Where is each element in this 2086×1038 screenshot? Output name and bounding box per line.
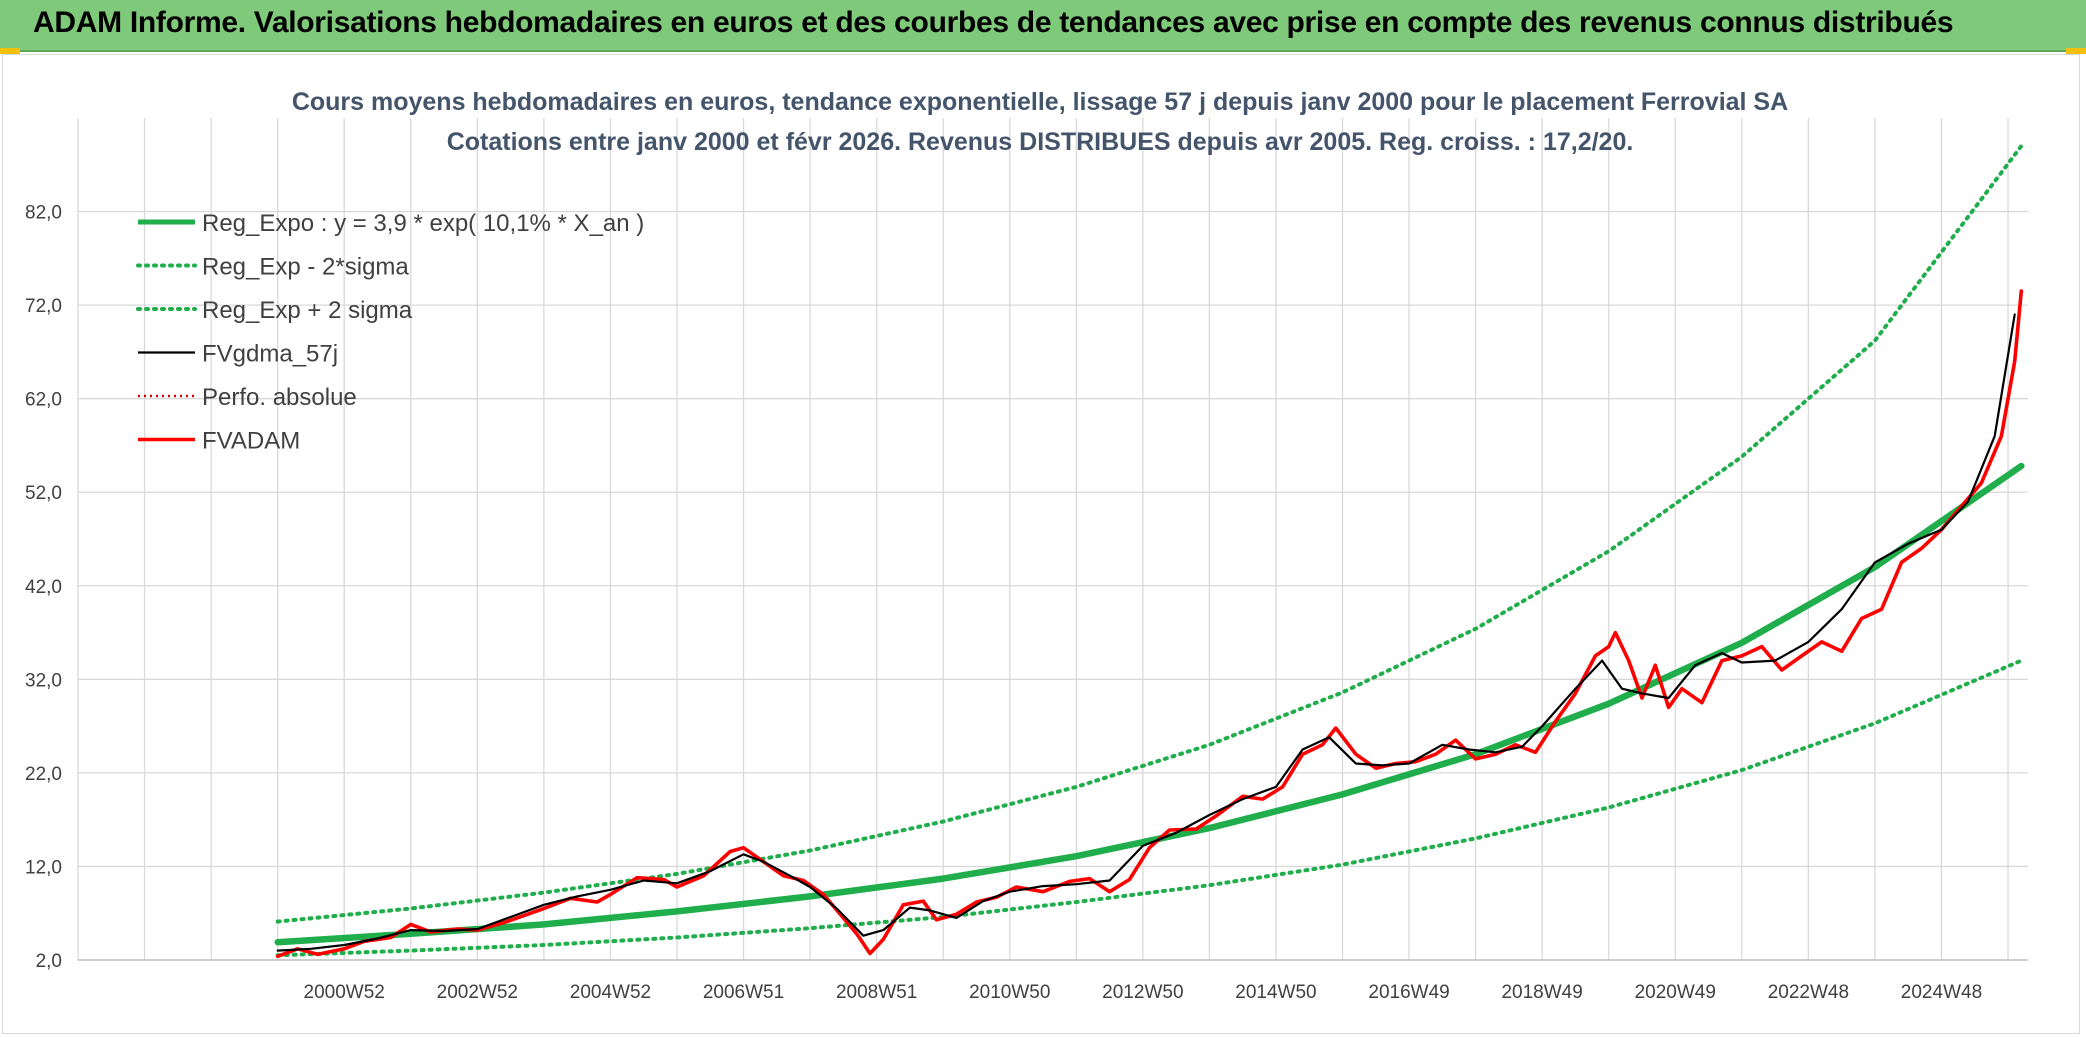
legend-item-label: FVgdma_57j — [202, 341, 338, 368]
x-tick-label: 2016W49 — [1368, 982, 1449, 1003]
x-tick-label: 2024W48 — [1901, 982, 1982, 1003]
x-tick-label: 2004W52 — [570, 982, 651, 1003]
x-axis: 2000W52 2002W52 2004W52 2006W51 2008W51 2010W… — [304, 982, 1983, 1003]
y-tick-label: 42,0 — [25, 577, 62, 598]
y-tick-label: 2,0 — [36, 951, 62, 972]
series-line-2 — [275, 144, 2024, 924]
x-tick-label: 2008W51 — [836, 982, 917, 1003]
legend-item-label: Reg_Expo : y = 3,9 * exp( 10,1% * X_an ) — [202, 210, 644, 237]
x-tick-label: 2010W50 — [969, 982, 1050, 1003]
x-tick-label: 2022W48 — [1768, 982, 1849, 1003]
chart-subtitle: Cotations entre janv 2000 et févr 2026. … — [447, 128, 1634, 156]
chart-frame — [2, 54, 2080, 1034]
y-tick-label: 22,0 — [25, 764, 62, 785]
y-tick-label: 62,0 — [25, 390, 62, 411]
x-tick-label: 2012W50 — [1102, 982, 1183, 1003]
chart-legend: Reg_Expo : y = 3,9 * exp( 10,1% * X_an )… — [136, 210, 644, 455]
legend-item-label: Reg_Exp - 2*sigma — [202, 254, 409, 281]
page-title: ADAM Informe. Valorisations hebdomadaire… — [33, 6, 1954, 39]
x-tick-label: 2020W49 — [1635, 982, 1716, 1003]
x-tick-label: 2000W52 — [304, 982, 385, 1003]
x-tick-label: 2002W52 — [437, 982, 518, 1003]
y-axis: 2,0 12,0 22,0 32,0 42,0 52,0 62,0 72,0 82,0 — [25, 203, 62, 972]
chart-grid — [77, 118, 2028, 961]
chart-title: Cours moyens hebdomadaires en euros, ten… — [292, 88, 1788, 116]
legend-item-label: Perfo. absolue — [202, 384, 357, 411]
chart-series — [274, 144, 2025, 959]
x-tick-label: 2014W50 — [1235, 982, 1316, 1003]
legend-item-label: Reg_Exp + 2 sigma — [202, 297, 413, 324]
legend-item-label: FVADAM — [202, 428, 300, 455]
x-tick-label: 2018W49 — [1501, 982, 1582, 1003]
corner-accent-right — [2066, 48, 2086, 54]
y-tick-label: 32,0 — [25, 670, 62, 691]
series-line-5 — [275, 289, 2024, 959]
header-banner: ADAM Informe. Valorisations hebdomadaire… — [0, 0, 2086, 52]
series-line-1 — [275, 658, 2024, 958]
series-line-3 — [276, 313, 2016, 952]
y-tick-label: 12,0 — [25, 857, 62, 878]
y-tick-label: 52,0 — [25, 483, 62, 504]
x-tick-label: 2006W51 — [703, 982, 784, 1003]
y-tick-label: 72,0 — [25, 296, 62, 317]
corner-accent-left — [0, 48, 20, 54]
series-line-0 — [274, 462, 2025, 946]
y-tick-label: 82,0 — [25, 203, 62, 224]
